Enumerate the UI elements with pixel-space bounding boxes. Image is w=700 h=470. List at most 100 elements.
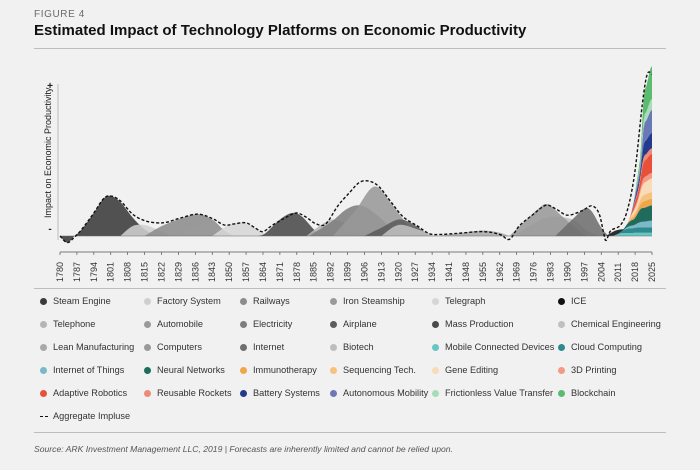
legend-swatch [330,297,337,305]
aggregate-layer [59,71,653,244]
legend-label: Steam Engine [53,296,111,306]
x-tick-label: 1906 [359,262,369,282]
x-tick-label: 1829 [173,262,183,282]
x-tick-label: 1801 [106,262,116,282]
area-telegraph [212,222,268,236]
chart-canvas: 1780 1787 1794 1801 1808 1815 1822 1829 1836 1843… [43,66,657,282]
legend-swatch [432,320,439,328]
x-tick-label: 1962 [495,262,505,282]
legend-label: Internet [253,342,285,352]
area-cloud-computing [606,227,652,236]
x-tick-label: 1969 [512,262,522,282]
legend-item-ice: ICE [558,296,586,306]
legend-item-aggregate-impluse: Aggregate Impluse [40,411,130,421]
x-tick-label: 1983 [546,262,556,282]
legend-label: Blockchain [571,388,616,398]
legend-swatch [144,389,151,397]
legend-label: Neural Networks [157,365,225,375]
legend-item-3d-printing: 3D Printing [558,365,616,375]
title-divider [34,48,666,49]
legend-label: Telegraph [445,296,486,306]
legend-label: Mobile Connected Devices [445,342,555,352]
x-tick-label: 1843 [207,262,217,282]
legend-label: Factory System [157,296,221,306]
legend-item-chemical-engineering: Chemical Engineering [558,319,661,329]
legend-item-sequencing-tech: Sequencing Tech. [330,365,416,375]
legend-dash-marker [40,415,48,417]
legend-item-computers: Computers [144,342,202,352]
x-tick-label: 1913 [376,262,386,282]
legend-label: Internet of Things [53,365,125,375]
legend-swatch [432,389,439,397]
legend-item-steam-engine: Steam Engine [40,296,111,306]
legend-label: Autonomous Mobility [343,388,429,398]
area-reusable-rockets [606,148,652,236]
x-tick-label: 1857 [241,262,251,282]
legend-label: Reusable Rockets [157,388,232,398]
legend-item-lean-manufacturing: Lean Manufacturing [40,342,134,352]
x-tick-label: 1815 [140,262,150,282]
legend-swatch [330,320,337,328]
legend-item-adaptive-robotics: Adaptive Robotics [40,388,127,398]
legend-label: Sequencing Tech. [343,365,416,375]
legend-item-airplane: Airplane [330,319,377,329]
legend-item-biotech: Biotech [330,342,374,352]
x-tick-label: 1934 [427,262,437,282]
legend-swatch [40,320,47,328]
legend-swatch [558,343,565,351]
area-frictionless-value-transfer [606,98,652,237]
x-tick-label: 1899 [343,262,353,282]
legend-item-mobile-connected-devices: Mobile Connected Devices [432,342,554,352]
legend-swatch [144,366,151,374]
legend-item-telephone: Telephone [40,319,95,329]
area-battery-systems [606,132,652,236]
legend-swatch [40,297,47,305]
legend-label: Aggregate Impluse [53,411,131,421]
x-tick-label: 1794 [89,262,99,282]
area-lean-manufacturing [436,230,510,236]
legend-swatch [330,343,337,351]
legend-item-immunotherapy: Immunotherapy [240,365,317,375]
x-tick-label: 1976 [529,262,539,282]
x-tick-label: 2018 [630,262,640,282]
legend-swatch [40,366,47,374]
legend-label: Chemical Engineering [571,319,661,329]
x-tick-label: 1941 [444,262,454,282]
legend-item-railways: Railways [240,296,290,306]
legend-label: Computers [157,342,202,352]
area-chemical-engineering [381,224,435,236]
legend-swatch [240,366,247,374]
legend-item-autonomous-mobility: Autonomous Mobility [330,388,428,398]
legend-item-factory-system: Factory System [144,296,221,306]
legend-label: Automobile [157,319,203,329]
legend-swatch [432,297,439,305]
legend-label: ICE [571,296,587,306]
legend-item-neural-networks: Neural Networks [144,365,225,375]
x-tick-label: 1878 [292,262,302,282]
legend-label: Biotech [343,342,374,352]
area-neural-networks [606,205,652,236]
x-tick-label: 1955 [478,262,488,282]
legend-label: Airplane [343,319,377,329]
legend-swatch [240,297,247,305]
x-tick-label: 1787 [72,262,82,282]
legend-label: Telephone [53,319,96,329]
area-3d-printing [606,172,652,236]
legend-item-internet: Internet [240,342,284,352]
y-axis-plus-marker: + [47,81,53,92]
x-axis: 1780 1787 1794 1801 1808 1815 1822 1829 1836 1843… [55,251,657,282]
area-sequencing-tech [606,192,652,236]
x-tick-label: 1808 [123,262,133,282]
source-note: Source: ARK Investment Management LLC, 2… [34,444,453,454]
legend-item-gene-editing: Gene Editing [432,365,498,375]
x-tick-label: 1822 [156,262,166,282]
area-immunotherapy [606,198,652,236]
x-tick-label: 1927 [410,262,420,282]
legend-label: Railways [253,296,290,306]
area-internet-of-things [606,220,652,236]
legend-swatch [558,297,565,305]
area-mass-production [258,212,326,236]
x-tick-label: 1850 [224,262,234,282]
x-tick-label: 1780 [55,262,65,282]
legend-item-cloud-computing: Cloud Computing [558,342,642,352]
